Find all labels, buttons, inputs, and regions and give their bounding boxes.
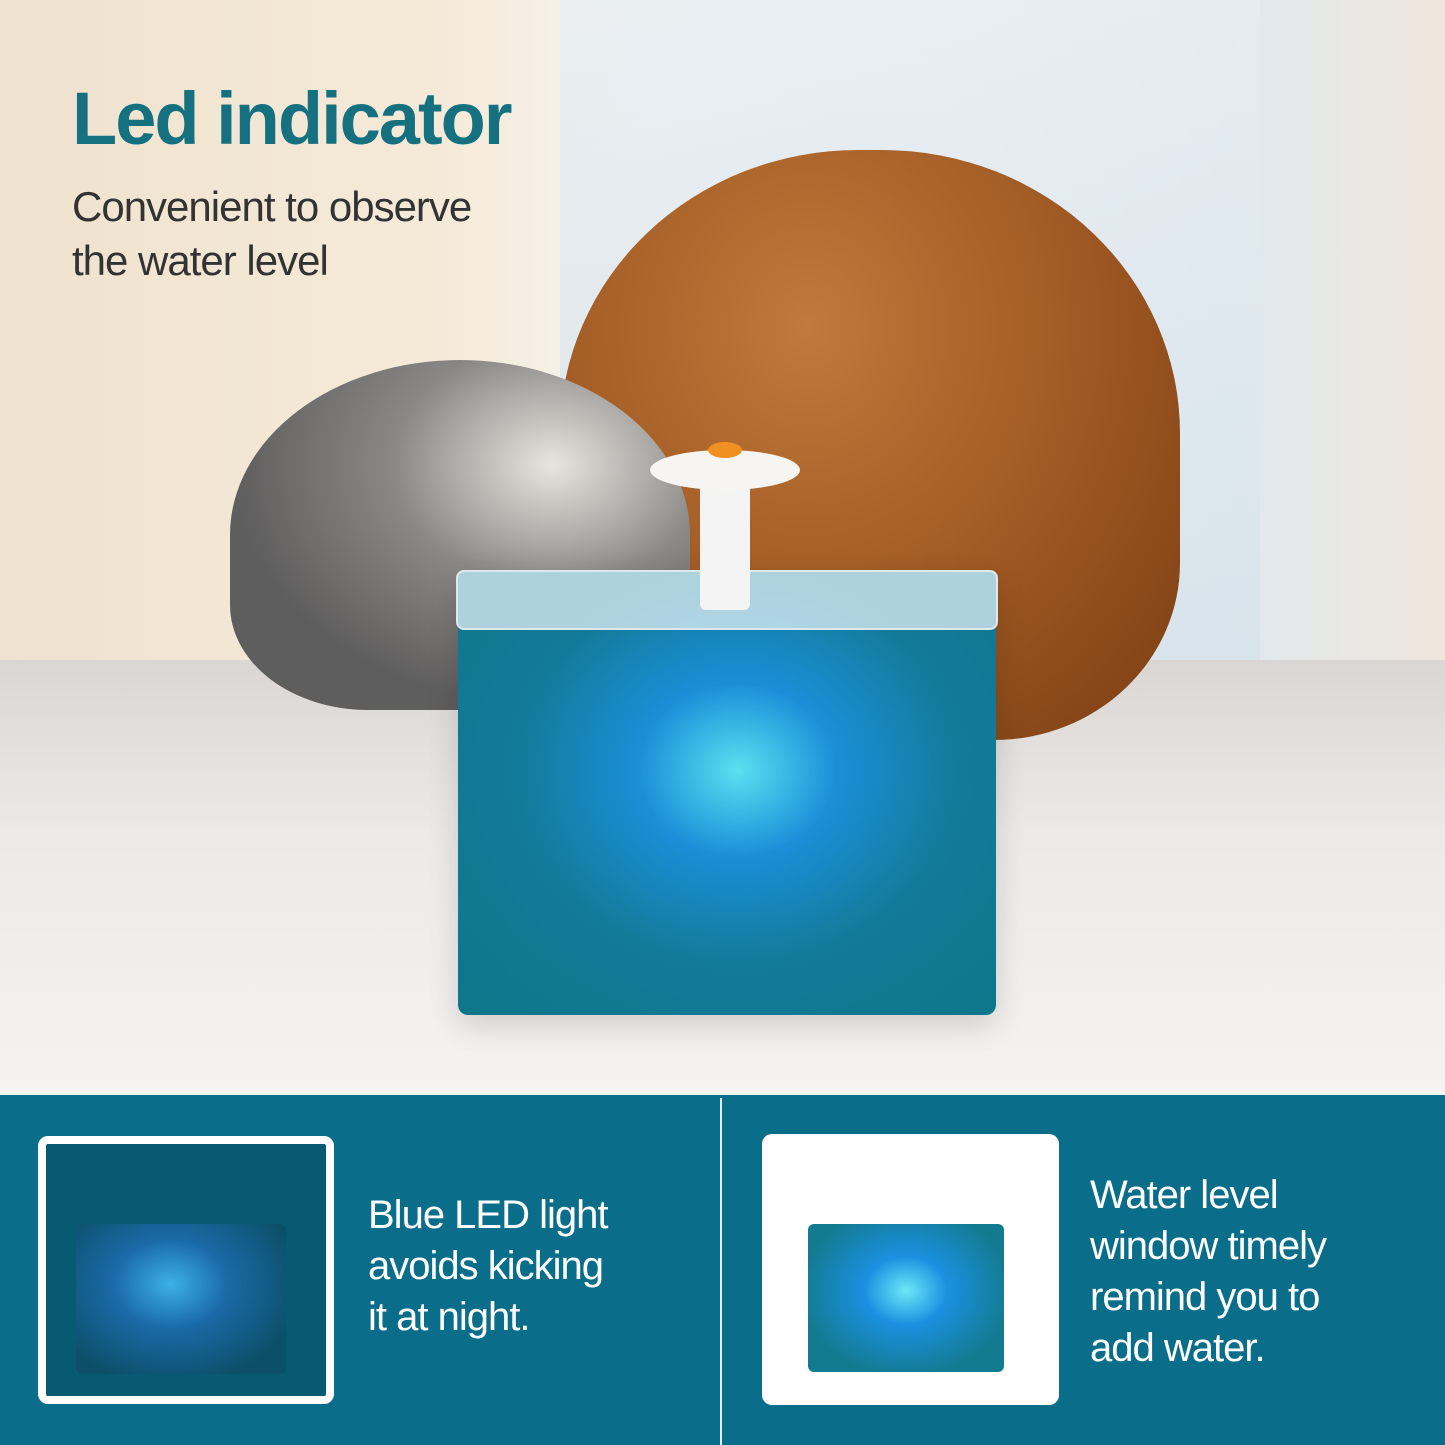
caption-line: avoids kicking — [368, 1244, 604, 1288]
headline: Led indicator — [72, 77, 513, 160]
divider — [720, 1098, 722, 1445]
hero-photo — [0, 0, 1445, 1095]
caption-line: remind you to — [1090, 1275, 1320, 1319]
caption-line: Blue LED light — [368, 1193, 608, 1237]
water-level-thumbnail — [762, 1134, 1059, 1405]
caption-line: Water level — [1090, 1173, 1279, 1217]
subheadline: Convenient to observe the water level — [72, 180, 472, 288]
caption-line: window timely — [1090, 1224, 1327, 1268]
subheadline-line: Convenient to observe — [72, 183, 472, 230]
caption-line: it at night. — [368, 1295, 530, 1339]
feature-caption-water-level: Water level window timely remind you to … — [1090, 1170, 1327, 1374]
caption-line: add water. — [1090, 1326, 1266, 1370]
water-fountain — [458, 570, 996, 1015]
night-mode-thumbnail — [38, 1136, 334, 1404]
fountain-cap — [650, 442, 800, 490]
subheadline-line: the water level — [72, 237, 329, 284]
fountain-day — [808, 1224, 1004, 1372]
fountain-spout — [700, 480, 750, 610]
feature-caption-led: Blue LED light avoids kicking it at nigh… — [368, 1190, 608, 1343]
fountain-night — [76, 1224, 286, 1374]
